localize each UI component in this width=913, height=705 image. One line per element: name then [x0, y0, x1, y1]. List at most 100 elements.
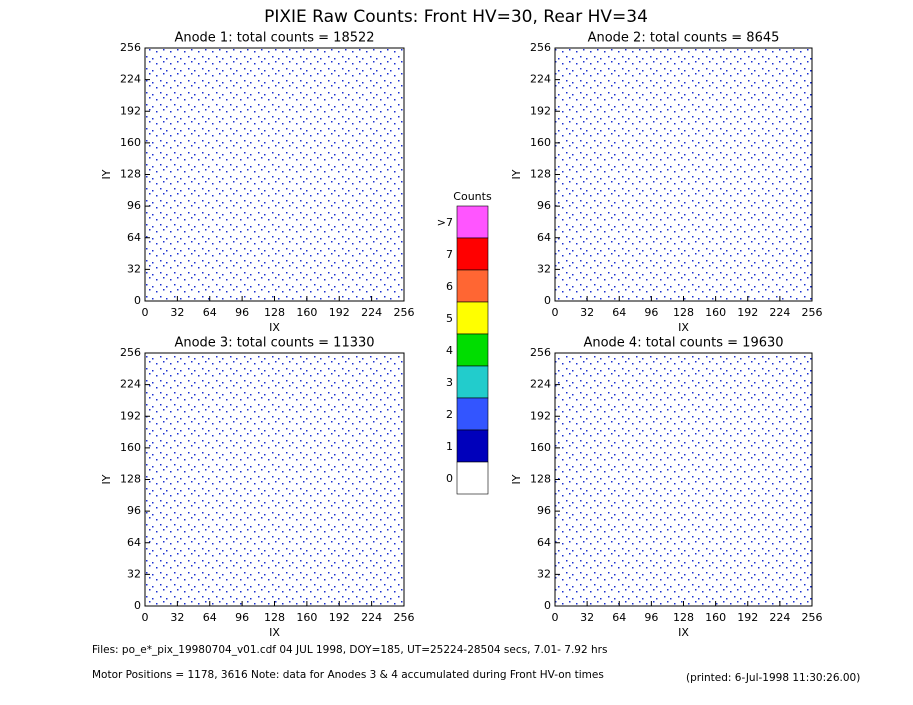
y-tick-label: 192 — [530, 409, 551, 422]
x-tick-label: 192 — [737, 306, 758, 319]
y-tick-label: 224 — [530, 378, 551, 391]
colorbar-label: 0 — [446, 472, 453, 485]
y-tick-label: 128 — [120, 473, 141, 486]
footer-printed: (printed: 6-Jul-1998 11:30:26.00) — [686, 672, 860, 684]
colorbar-label: 3 — [446, 376, 453, 389]
y-tick-label: 0 — [544, 294, 551, 307]
x-tick-label: 256 — [802, 306, 823, 319]
x-tick-label: 64 — [203, 611, 217, 624]
y-tick-label: 192 — [120, 409, 141, 422]
colorbar-swatch — [456, 397, 489, 431]
x-tick-label: 96 — [644, 306, 658, 319]
x-tick-label: 128 — [264, 306, 285, 319]
y-tick-label: 64 — [537, 536, 551, 549]
panel-title: Anode 4: total counts = 19630 — [583, 336, 783, 351]
colorbar-title: Counts — [453, 190, 492, 203]
y-tick-label: 96 — [127, 504, 141, 517]
y-tick-label: 32 — [127, 262, 141, 275]
count-texture — [555, 48, 812, 301]
x-tick-label: 192 — [329, 611, 350, 624]
footer-files: Files: po_e*_pix_19980704_v01.cdf 04 JUL… — [92, 644, 607, 656]
x-tick-label: 64 — [203, 306, 217, 319]
colorbar-label: 1 — [446, 440, 453, 453]
x-tick-label: 96 — [235, 611, 249, 624]
x-tick-label: 224 — [361, 611, 382, 624]
x-axis-label: IX — [678, 321, 689, 334]
x-axis-label: IX — [269, 626, 280, 639]
x-tick-label: 32 — [580, 611, 594, 624]
y-tick-label: 192 — [120, 104, 141, 117]
y-axis-label: IY — [100, 169, 113, 179]
colorbar-swatch — [456, 333, 489, 367]
x-tick-label: 96 — [235, 306, 249, 319]
y-tick-label: 224 — [120, 378, 141, 391]
y-tick-label: 0 — [134, 599, 141, 612]
count-texture — [145, 353, 404, 606]
y-tick-label: 256 — [120, 41, 141, 54]
x-axis-label: IX — [269, 321, 280, 334]
y-tick-label: 0 — [544, 599, 551, 612]
x-tick-label: 192 — [737, 611, 758, 624]
colorbar-label: 5 — [446, 312, 453, 325]
y-tick-label: 160 — [530, 441, 551, 454]
figure-title: PIXIE Raw Counts: Front HV=30, Rear HV=3… — [264, 7, 648, 27]
y-tick-label: 64 — [127, 536, 141, 549]
footer-motor: Motor Positions = 1178, 3616 Note: data … — [92, 669, 604, 681]
y-tick-label: 256 — [530, 41, 551, 54]
x-tick-label: 160 — [705, 306, 726, 319]
x-tick-label: 32 — [170, 306, 184, 319]
count-texture — [145, 48, 404, 301]
y-tick-label: 0 — [134, 294, 141, 307]
x-tick-label: 32 — [580, 306, 594, 319]
x-tick-label: 64 — [612, 611, 626, 624]
y-tick-label: 256 — [120, 346, 141, 359]
colorbar-label: 4 — [446, 344, 453, 357]
x-axis-label: IX — [678, 626, 689, 639]
y-tick-label: 64 — [127, 231, 141, 244]
y-tick-label: 32 — [537, 262, 551, 275]
colorbar-swatch — [456, 461, 489, 495]
y-tick-label: 192 — [530, 104, 551, 117]
count-texture — [555, 353, 812, 606]
colorbar-label: 2 — [446, 408, 453, 421]
colorbar-label: >7 — [437, 216, 453, 229]
y-tick-label: 96 — [537, 199, 551, 212]
y-tick-label: 96 — [127, 199, 141, 212]
y-tick-label: 224 — [120, 73, 141, 86]
x-tick-label: 0 — [142, 306, 149, 319]
y-tick-label: 224 — [530, 73, 551, 86]
y-tick-label: 64 — [537, 231, 551, 244]
y-tick-label: 96 — [537, 504, 551, 517]
y-tick-label: 160 — [120, 136, 141, 149]
x-tick-label: 0 — [552, 306, 559, 319]
y-axis-label: IY — [510, 474, 523, 484]
colorbar-swatch — [456, 205, 489, 239]
x-tick-label: 256 — [802, 611, 823, 624]
x-tick-label: 64 — [612, 306, 626, 319]
colorbar-swatch — [456, 429, 489, 463]
panel-title: Anode 2: total counts = 8645 — [588, 31, 780, 46]
panel-title: Anode 3: total counts = 11330 — [174, 336, 374, 351]
colorbar-label: 7 — [446, 248, 453, 261]
y-tick-label: 32 — [537, 567, 551, 580]
y-tick-label: 128 — [530, 473, 551, 486]
x-tick-label: 96 — [644, 611, 658, 624]
x-tick-label: 0 — [142, 611, 149, 624]
y-tick-label: 32 — [127, 567, 141, 580]
y-axis-label: IY — [510, 169, 523, 179]
x-tick-label: 224 — [361, 306, 382, 319]
x-tick-label: 128 — [673, 306, 694, 319]
y-tick-label: 256 — [530, 346, 551, 359]
colorbar-swatch — [456, 365, 489, 399]
panel-title: Anode 1: total counts = 18522 — [174, 31, 374, 46]
colorbar-swatch — [456, 301, 489, 335]
colorbar-swatch — [456, 237, 489, 271]
x-tick-label: 32 — [170, 611, 184, 624]
y-tick-label: 160 — [530, 136, 551, 149]
x-tick-label: 192 — [329, 306, 350, 319]
colorbar-label: 6 — [446, 280, 453, 293]
x-tick-label: 160 — [296, 611, 317, 624]
x-tick-label: 160 — [296, 306, 317, 319]
x-tick-label: 256 — [394, 611, 415, 624]
